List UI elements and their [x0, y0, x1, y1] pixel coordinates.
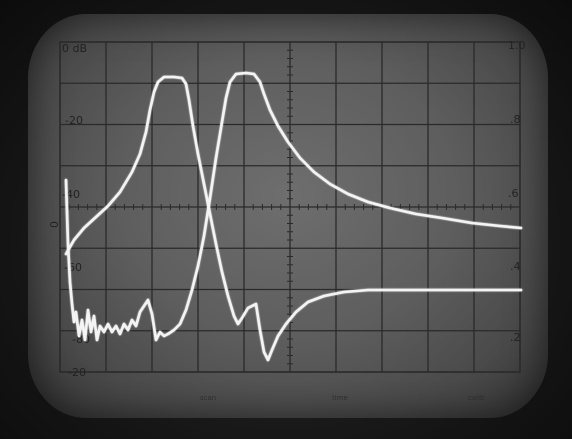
trace-lowpass-bandpass: [64, 75, 523, 362]
right-scale-label-4: .2: [510, 331, 521, 344]
left-scale-label-4: -80: [72, 333, 90, 346]
graticule: [59, 41, 521, 373]
scope-display: 0 dB -20 -40 -60 -80 -20 1.0 .8 .6 .4 .2…: [48, 39, 526, 402]
left-scale-label-5: -20: [68, 366, 86, 379]
right-scale-label-3: .4: [510, 260, 521, 273]
left-scale-label-1: -20: [65, 114, 83, 127]
bottom-mark-2: calib: [468, 394, 485, 402]
trace-highpass-response: [64, 71, 523, 342]
left-scale-label-2: -40: [62, 188, 80, 201]
right-scale-label-0: 1.0: [508, 39, 526, 52]
bottom-mark-0: scan: [200, 394, 216, 402]
right-scale-label-1: .8: [510, 113, 521, 126]
bottom-mark-1: time: [332, 394, 348, 402]
oscilloscope-screen: 0 dB -20 -40 -60 -80 -20 1.0 .8 .6 .4 .2…: [28, 14, 548, 418]
right-scale-label-2: .6: [508, 187, 519, 200]
left-scale-label-0: 0 dB: [62, 42, 87, 55]
center-marker-label: 0: [48, 221, 61, 228]
left-scale-label-3: -60: [64, 261, 82, 274]
